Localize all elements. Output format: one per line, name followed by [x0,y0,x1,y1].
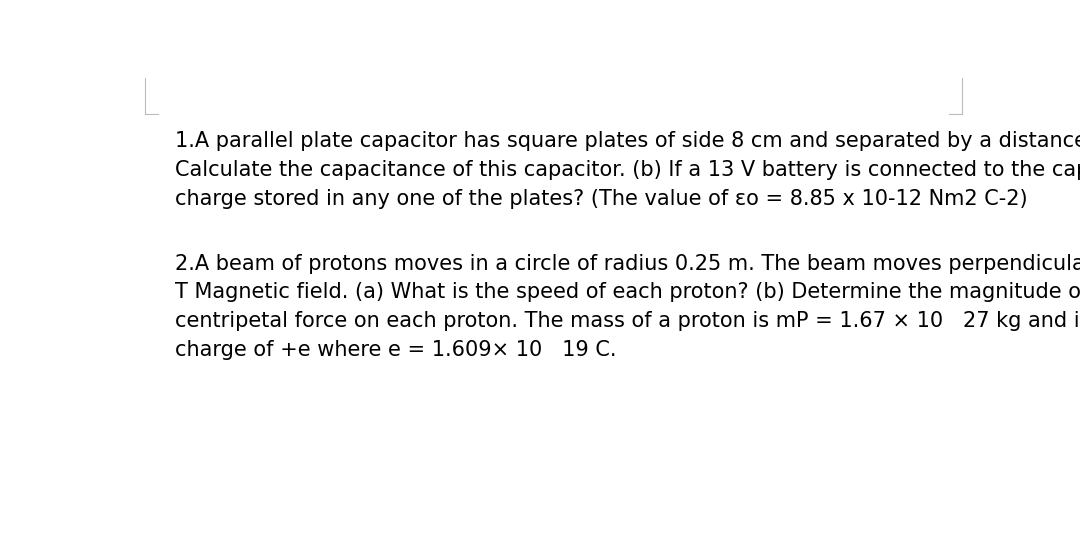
Text: 1.A parallel plate capacitor has square plates of side 8 cm and separated by a d: 1.A parallel plate capacitor has square … [175,131,1080,209]
Text: 2.A beam of protons moves in a circle of radius 0.25 m. The beam moves perpendic: 2.A beam of protons moves in a circle of… [175,254,1080,360]
